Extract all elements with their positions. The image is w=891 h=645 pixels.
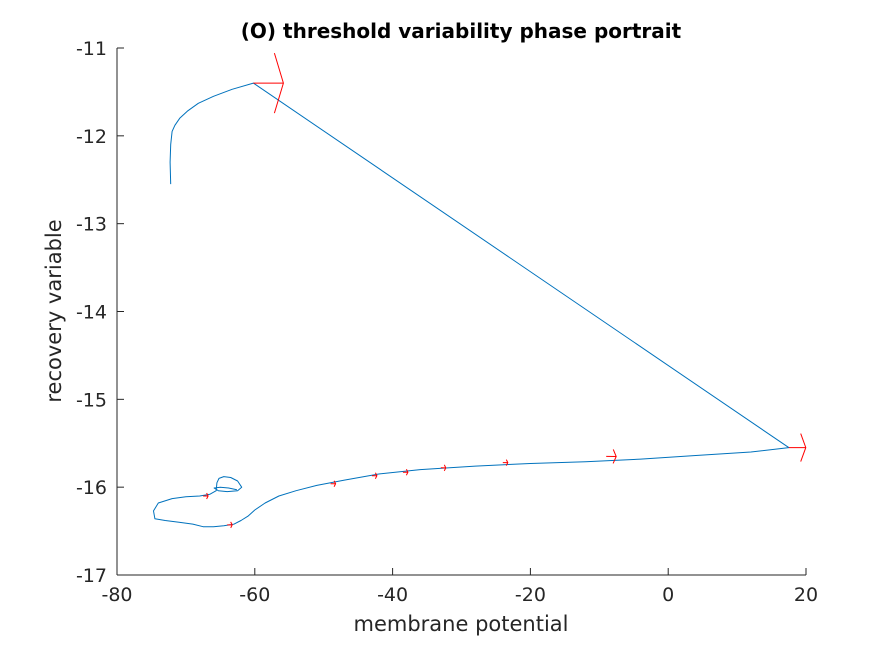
plot-area bbox=[153, 82, 790, 528]
x-tick-label: -40 bbox=[377, 584, 408, 606]
arrow-head bbox=[402, 469, 409, 476]
arrow-head bbox=[227, 521, 233, 529]
arrow-head bbox=[330, 480, 337, 487]
trajectory-arrow bbox=[788, 433, 807, 462]
trajectory-arrow bbox=[371, 472, 378, 479]
y-tick-label: -16 bbox=[76, 477, 107, 499]
trajectory-arrow bbox=[253, 52, 284, 114]
x-tick-label: 0 bbox=[662, 584, 674, 606]
y-tick-label: -14 bbox=[76, 302, 107, 324]
y-tick-label: -15 bbox=[76, 389, 107, 411]
series-line-0 bbox=[153, 82, 790, 528]
trajectory-arrow bbox=[330, 480, 337, 487]
arrow-head bbox=[203, 492, 209, 500]
x-tick-label: -60 bbox=[239, 584, 270, 606]
arrow-head bbox=[371, 472, 378, 479]
chart-title: (O) threshold variability phase portrait bbox=[241, 19, 682, 43]
trajectory-arrow bbox=[440, 464, 447, 472]
arrow-head bbox=[788, 433, 807, 462]
y-tick-label: -13 bbox=[76, 214, 107, 236]
x-tick-label: -80 bbox=[101, 584, 132, 606]
x-axis-label: membrane potential bbox=[354, 612, 569, 636]
y-axis-label: recovery variable bbox=[42, 219, 66, 402]
axes: -80 -60 -40 -20 0 20 -17 -16 -15 -14 -13 -12 -11 bbox=[76, 38, 818, 606]
trajectory-arrow bbox=[203, 492, 209, 500]
arrow-head bbox=[502, 459, 509, 466]
arrow-head bbox=[606, 449, 617, 464]
trajectory-arrow bbox=[227, 521, 233, 529]
y-tick-label: -12 bbox=[76, 126, 107, 148]
trajectory-arrow bbox=[502, 459, 509, 466]
x-tick-label: 20 bbox=[794, 584, 818, 606]
arrow-head bbox=[440, 464, 447, 472]
arrow-head bbox=[253, 52, 284, 114]
x-tick-label: -20 bbox=[515, 584, 546, 606]
y-tick-label: -11 bbox=[76, 38, 107, 60]
y-tick-label: -17 bbox=[76, 565, 107, 587]
trajectory-arrow bbox=[402, 469, 409, 476]
trajectory-arrow bbox=[606, 449, 617, 464]
arrows-layer bbox=[203, 52, 807, 529]
